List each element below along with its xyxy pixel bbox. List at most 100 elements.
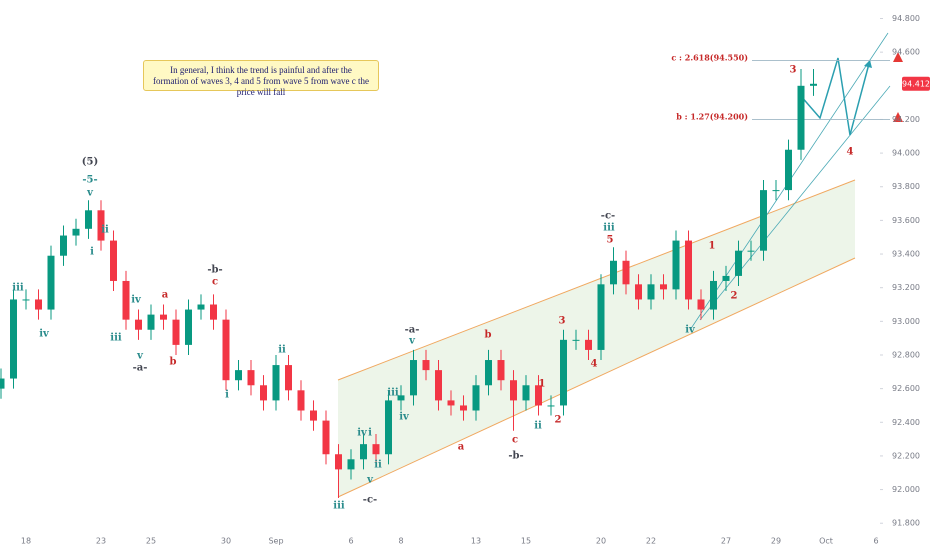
alert-icon [893, 52, 903, 62]
wave-label: iv [399, 412, 410, 423]
y-tick-label: 93.400 [892, 250, 920, 259]
candle-body [135, 319, 142, 330]
candle-body [697, 299, 705, 310]
wave-label: a [162, 290, 169, 301]
candle-body [510, 380, 517, 401]
y-tick-label: 93.600 [892, 216, 920, 225]
candle-body [10, 299, 17, 379]
candle-body [260, 385, 267, 401]
wave-label: iii [110, 333, 122, 344]
idea-note: In general, I think the trend is painful… [143, 60, 379, 97]
wave-label: -5- [82, 175, 97, 186]
wave-label: ii [101, 225, 109, 236]
candle-body [810, 83, 817, 86]
wave-label: iv [357, 428, 368, 439]
candle-body [210, 304, 217, 320]
x-tick-label: 15 [521, 537, 531, 546]
candle-body [185, 309, 192, 345]
wave-label: v [136, 351, 144, 362]
candle-body [635, 284, 642, 300]
x-tick-label: 29 [771, 537, 781, 546]
x-tick-label: 25 [146, 537, 156, 546]
candle-body [60, 235, 67, 256]
x-tick-label: 8 [398, 537, 403, 546]
y-tick-label: 94.600 [892, 48, 920, 57]
candle-body [672, 240, 680, 290]
last-price-label: 94.412 [902, 79, 930, 88]
candle-body [747, 250, 755, 252]
candle-body [85, 210, 92, 229]
x-tick-label: 6 [873, 537, 878, 546]
wave-label: iv [685, 325, 696, 336]
y-tick-label: 94.000 [892, 149, 920, 158]
y-tick-label: 92.000 [892, 485, 920, 494]
wave-label: 1 [539, 379, 546, 390]
candle-body [485, 360, 492, 386]
candle-body [647, 284, 655, 300]
x-tick-label: 13 [471, 537, 481, 546]
x-tick-label: Sep [268, 537, 283, 546]
wave-label: iv [131, 295, 142, 306]
fib-label: c : 2.618(94.550) [671, 53, 748, 63]
candle-body [572, 339, 580, 341]
candle-body [522, 385, 530, 401]
candle-body [122, 280, 130, 320]
wave-label: i [368, 428, 372, 439]
wave-label: -b- [508, 451, 523, 462]
candle-body [710, 280, 717, 310]
x-tick-label: Oct [819, 537, 833, 546]
candle-body [160, 314, 167, 320]
x-tick-label: 23 [96, 537, 106, 546]
y-tick-label: 94.200 [892, 115, 920, 124]
wave-label: 2 [731, 291, 738, 302]
candle-body [435, 370, 442, 401]
candle-body [335, 454, 342, 470]
wave-label: 2 [555, 415, 562, 426]
wave-label: i [225, 390, 229, 401]
candle-body [235, 370, 242, 381]
candle-body [472, 385, 480, 411]
candle-body [660, 284, 667, 290]
x-tick-label: 20 [596, 537, 606, 546]
x-tick-label: 22 [646, 537, 656, 546]
wave-label: iii [387, 388, 399, 399]
candle-body [97, 210, 105, 241]
candle-body [197, 304, 205, 310]
x-tick-label: 30 [221, 537, 231, 546]
projection-path [799, 57, 871, 136]
candle-body [372, 444, 380, 455]
wave-label: 5 [607, 235, 614, 246]
last-price-badge [902, 76, 930, 91]
candle-body [297, 390, 305, 411]
wave-label: -a- [133, 363, 148, 374]
wave-label: ii [534, 421, 542, 432]
wave-label: v [86, 188, 94, 199]
y-tick-label: 92.800 [892, 350, 920, 359]
candle-body [460, 405, 467, 411]
wave-label: b [170, 357, 177, 368]
candle-body [47, 255, 55, 310]
candle-body [772, 190, 780, 192]
wave-label: 4 [847, 147, 854, 158]
wave-label: i [90, 247, 94, 258]
candle-body [447, 400, 455, 406]
wave-label: iii [603, 223, 615, 234]
wave-label: iii [333, 501, 345, 512]
candle-body [760, 190, 767, 251]
candle-body [785, 149, 792, 191]
wave-label: 3 [790, 65, 797, 76]
candle-body [797, 85, 805, 150]
candle-body [172, 319, 180, 345]
channel-fill [338, 180, 855, 497]
trend-line [699, 85, 891, 321]
wave-label: iv [39, 329, 50, 340]
candle-body [222, 319, 230, 381]
alert-icon [893, 112, 903, 122]
wave-label: b [485, 330, 492, 341]
candle-body [285, 365, 292, 391]
wave-label: -b- [207, 265, 222, 276]
wave-label: -a- [405, 325, 420, 336]
candle-body [397, 395, 405, 401]
wave-label: -c- [601, 211, 615, 222]
